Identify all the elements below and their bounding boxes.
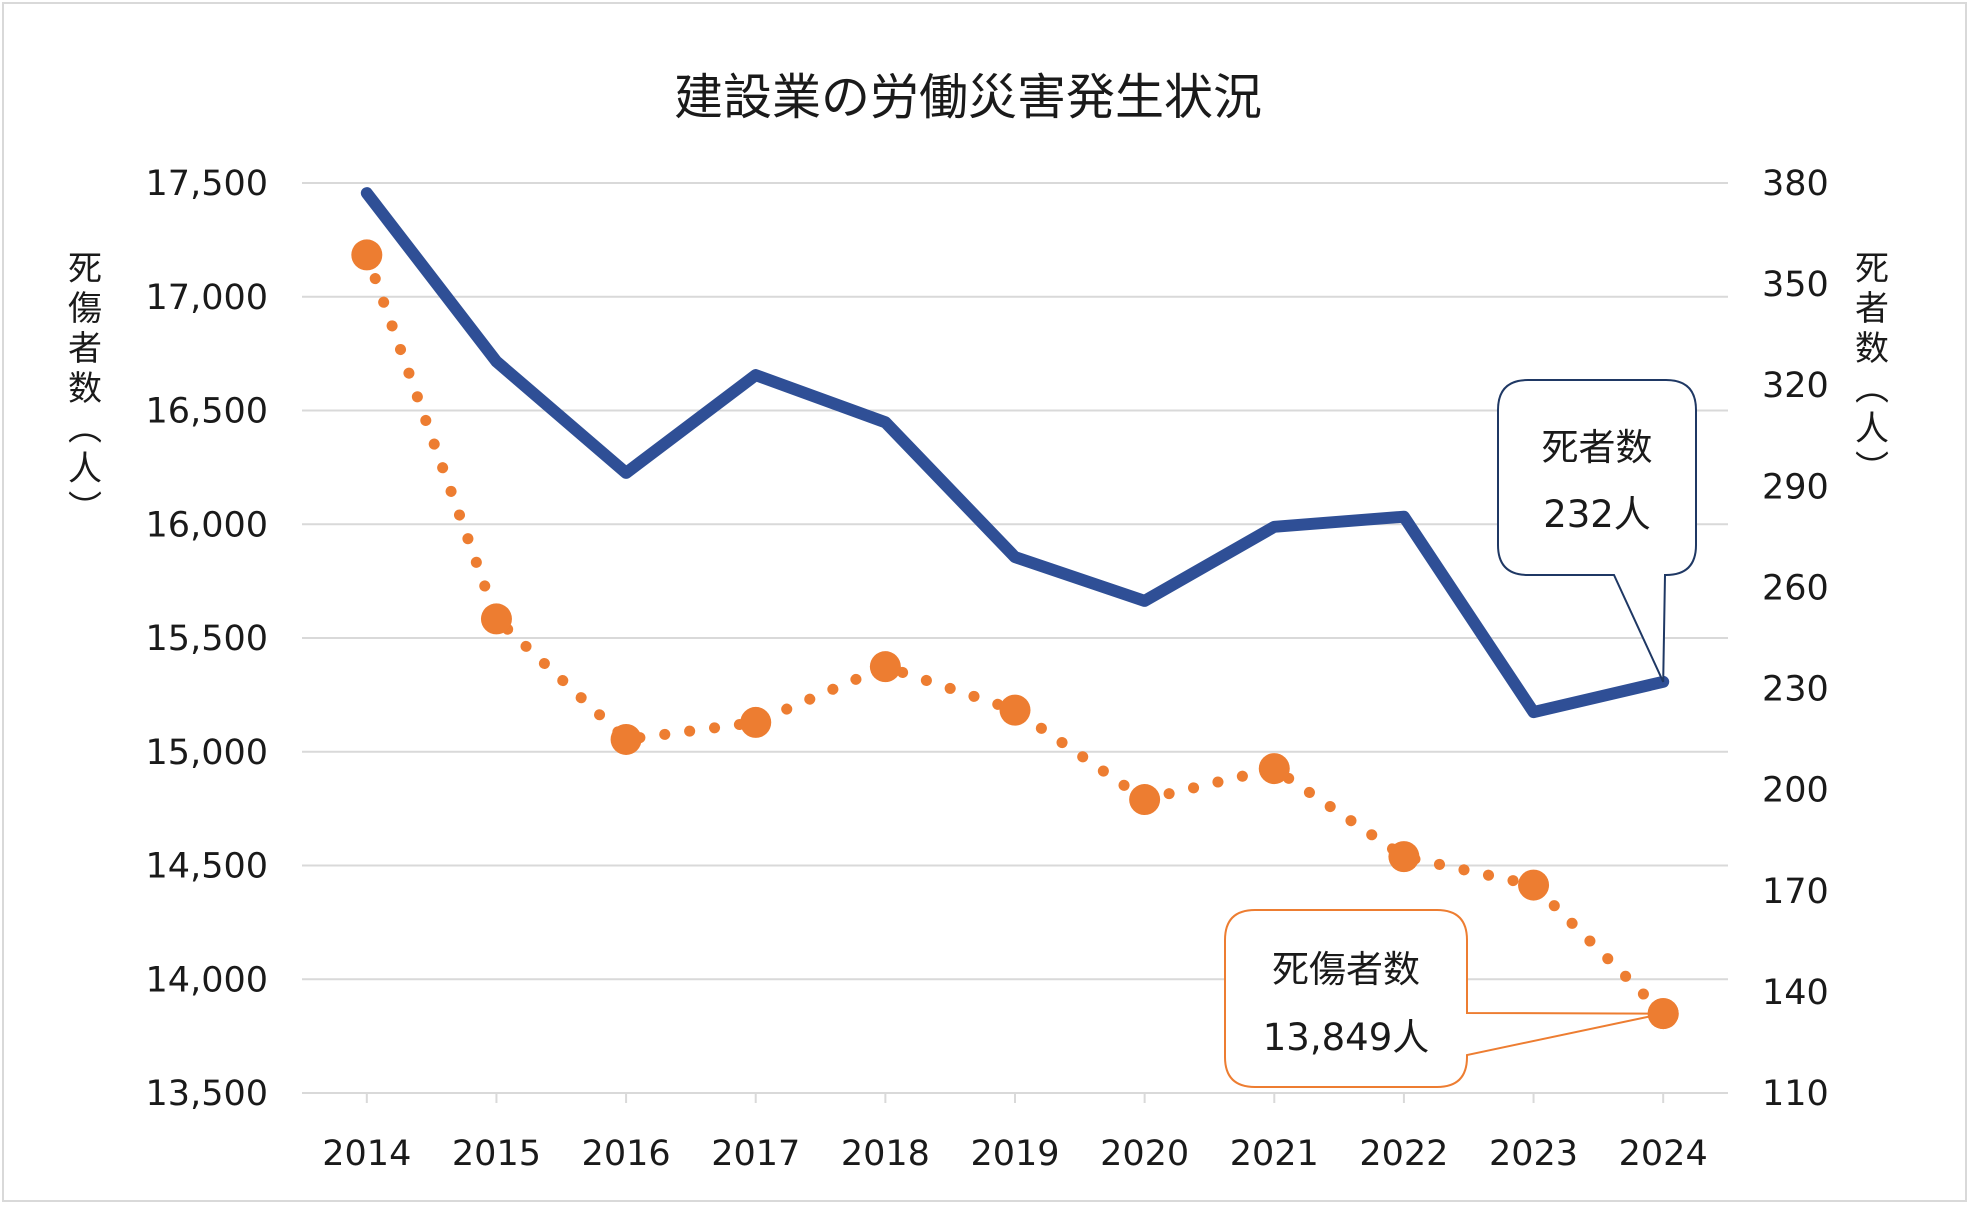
x-tick-label: 2022 [1359,1134,1448,1174]
casualties-callout-value: 13,849人 [1263,1016,1429,1059]
right-axis-ticks: 110 140 170 200 230 260 290 320 350 380 [1762,164,1829,1114]
x-tick-label: 2023 [1489,1134,1578,1174]
left-tick-label: 13,500 [146,1074,268,1114]
casualties-point-2018 [869,651,901,683]
fatalities-callout-title: 死者数 [1542,426,1653,469]
casualties-line [361,249,1669,1020]
right-tick-label: 110 [1762,1074,1829,1114]
casualties-point-2023 [1518,869,1550,901]
fatalities-callout-value: 232人 [1543,493,1651,536]
x-tick-label: 2018 [841,1134,930,1174]
left-tick-label: 14,000 [146,960,268,1000]
right-tick-label: 350 [1762,265,1829,305]
casualties-point-2022 [1388,841,1420,873]
series-layer [351,187,1679,1030]
left-tick-label: 16,500 [146,392,268,432]
x-tick-label: 2019 [970,1134,1059,1174]
casualties-point-2021 [1258,753,1290,785]
left-tick-label: 15,000 [146,733,268,773]
fatalities-callout-box [1497,379,1697,683]
chart-title: 建設業の労働災害発生状況 [674,69,1262,126]
left-tick-label: 14,500 [146,847,268,887]
left-axis-title: 死傷者数︵人︶ [68,249,102,529]
right-tick-label: 320 [1762,366,1829,406]
x-tick-label: 2016 [582,1134,671,1174]
right-tick-label: 230 [1762,670,1829,710]
x-axis-ticks: 2014 2015 2016 2017 2018 2019 2020 2021 2022 2023… [322,1134,1707,1174]
left-tick-label: 17,000 [146,278,268,318]
right-tick-label: 140 [1762,973,1829,1013]
casualties-point-2024-top [1647,998,1679,1030]
right-tick-label: 200 [1762,771,1829,811]
casualties-callout-title: 死傷者数 [1272,948,1420,991]
x-tick-label: 2014 [322,1134,411,1174]
right-tick-label: 380 [1762,164,1829,204]
casualties-point-2014 [351,239,383,271]
gridlines [302,182,1728,1103]
x-tick-label: 2020 [1100,1134,1189,1174]
x-tick-label: 2024 [1619,1134,1708,1174]
left-tick-label: 15,500 [146,619,268,659]
right-axis-title: 死者数︵人︶ [1855,249,1889,489]
right-axis-label: 死者数︵人︶ [1855,249,1889,489]
left-axis-label: 死傷者数︵人︶ [68,249,102,529]
casualties-point-2020 [1129,784,1161,816]
casualties-point-2017 [740,706,772,738]
casualties-point-2015 [480,603,512,635]
right-tick-label: 170 [1762,872,1829,912]
fatalities-line [360,187,1670,719]
left-tick-label: 16,000 [146,505,268,545]
right-tick-label: 290 [1762,467,1829,507]
left-tick-label: 17,500 [146,164,268,204]
x-tick-label: 2017 [711,1134,800,1174]
casualties-point-2016 [610,723,642,755]
x-tick-label: 2015 [452,1134,541,1174]
left-axis-ticks: 13,500 14,000 14,500 15,000 15,500 16,000 16,5… [146,164,268,1114]
casualties-point-2019 [999,694,1031,726]
right-tick-label: 260 [1762,568,1829,608]
casualties-callout-box [1224,909,1664,1088]
x-tick-label: 2021 [1230,1134,1319,1174]
